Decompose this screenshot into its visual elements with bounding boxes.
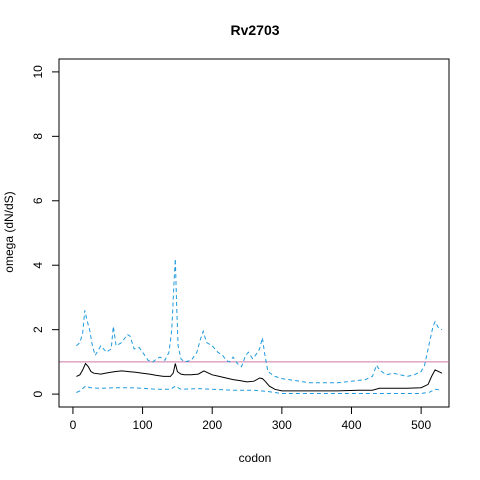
- series-line-lower: [76, 385, 443, 394]
- x-tick-label: 0: [70, 418, 77, 432]
- y-tick-label: 8: [31, 133, 45, 140]
- x-tick-label: 100: [133, 418, 153, 432]
- series-line-estimate: [76, 362, 443, 392]
- x-tick-label: 300: [272, 418, 292, 432]
- x-tick-label: 200: [202, 418, 222, 432]
- plot-frame: [58, 58, 450, 408]
- y-tick-label: 10: [31, 65, 45, 79]
- x-axis: 0 100 200 300 400 500: [70, 406, 431, 432]
- series-layer: [76, 258, 443, 394]
- y-tick-label: 0: [31, 390, 45, 397]
- chart-title: Rv2703: [230, 22, 279, 38]
- y-tick-label: 2: [31, 326, 45, 333]
- y-axis-label: omega (dN/dS): [2, 191, 16, 272]
- x-tick-label: 500: [411, 418, 431, 432]
- y-axis: 0 2 4 6 8 10: [31, 65, 60, 397]
- series-line-upper: [76, 258, 443, 384]
- y-tick-label: 4: [31, 262, 45, 269]
- x-axis-label: codon: [239, 451, 272, 465]
- y-tick-label: 6: [31, 197, 45, 204]
- x-tick-label: 400: [341, 418, 361, 432]
